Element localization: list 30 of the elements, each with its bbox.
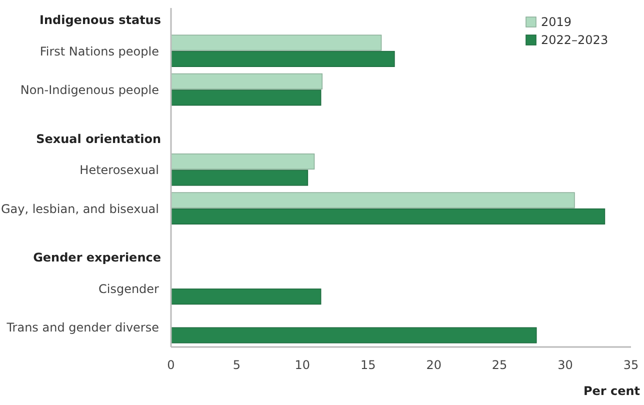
x-tick-label: 20 bbox=[426, 358, 442, 372]
x-tick-label: 30 bbox=[558, 358, 573, 372]
y-tick-label: Heterosexual bbox=[80, 163, 159, 178]
x-tick-label: 5 bbox=[232, 358, 241, 372]
legend-label: 2019 bbox=[541, 15, 572, 29]
y-tick-label: Gender experience bbox=[33, 250, 161, 265]
bar bbox=[170, 73, 323, 90]
bar bbox=[170, 288, 322, 305]
x-tick-label: 10 bbox=[294, 358, 310, 372]
x-tick-label: 15 bbox=[360, 358, 376, 372]
y-tick-label: Sexual orientation bbox=[36, 132, 161, 146]
bar bbox=[170, 34, 382, 51]
bar bbox=[170, 327, 537, 344]
legend-label: 2022–2023 bbox=[541, 33, 608, 47]
y-tick-label: Non-Indigenous people bbox=[20, 83, 159, 98]
y-tick-label: Trans and gender diverse bbox=[6, 320, 159, 335]
bar bbox=[170, 170, 308, 186]
y-tick-label: Gay, lesbian, and bisexual bbox=[0, 202, 159, 216]
bar bbox=[170, 90, 322, 106]
y-tick-label: Cisgender bbox=[98, 282, 160, 296]
x-tick-label: 25 bbox=[492, 358, 508, 372]
bar bbox=[170, 153, 315, 170]
x-tick-label: 35 bbox=[623, 358, 639, 372]
x-tick-label: 0 bbox=[167, 358, 175, 372]
bar bbox=[170, 192, 575, 208]
bar bbox=[170, 50, 395, 67]
x-axis-title: Per cent bbox=[583, 384, 640, 398]
y-tick-label: First Nations people bbox=[40, 44, 159, 58]
bar bbox=[170, 208, 606, 224]
y-tick-label: Indigenous status bbox=[40, 12, 161, 27]
